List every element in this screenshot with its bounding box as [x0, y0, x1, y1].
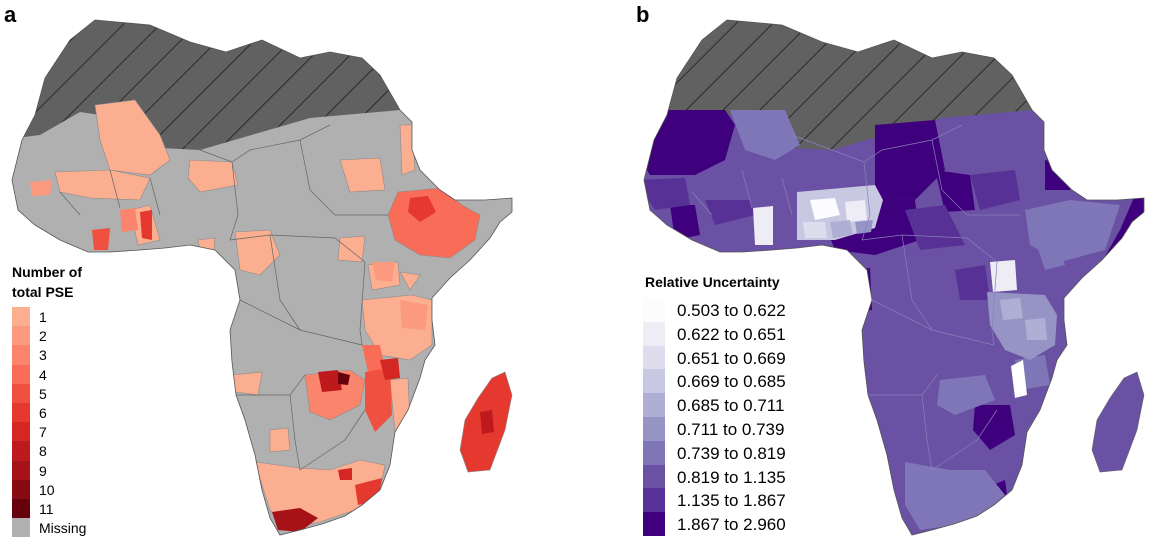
- uncertainty-legend-item: 0.622 to 0.651: [643, 321, 828, 346]
- uncertainty-legend-swatch: [643, 464, 665, 489]
- pse-legend-label: 11: [39, 500, 54, 517]
- uncertainty-legend-item: 1.135 to 1.867: [643, 488, 828, 513]
- uncertainty-legend-swatch: [643, 512, 665, 536]
- uncertainty-legend-swatch: [643, 488, 665, 513]
- panel-a-pse-map: a Number of total PSE 1 2 3 4 5 6 7 8 9 10 11 Missi…: [0, 0, 575, 544]
- pse-legend-swatch: [12, 422, 30, 442]
- uncertainty-legend-item: 0.651 to 0.669: [643, 345, 828, 370]
- pse-legend-label: 6: [39, 404, 47, 421]
- region-ghana-light: [753, 206, 773, 245]
- pse-legend-item: 8: [12, 441, 122, 461]
- region-uganda-light: [990, 260, 1017, 292]
- pse-legend-item: 3: [12, 345, 122, 365]
- pse-legend-item: 10: [12, 479, 122, 499]
- uncertainty-legend-label: 0.651 to 0.669: [677, 348, 786, 368]
- pse-legend-item: 4: [12, 364, 122, 384]
- pse-legend-label: 4: [39, 366, 47, 383]
- pse-legend-label: 7: [39, 424, 47, 441]
- pse-legend-swatch: [12, 383, 30, 403]
- uncertainty-legend-item: 0.685 to 0.711: [643, 393, 828, 417]
- pse-legend-item: 6: [12, 402, 122, 423]
- pse-legend-label: 5: [39, 385, 47, 402]
- legend-pse: Number of total PSE 1 2 3 4 5 6 7 8 9 10 11 Missing: [12, 262, 122, 538]
- uncertainty-legend-item: 0.503 to 0.622: [643, 298, 828, 322]
- map-a-africa-pse: [11, 19, 513, 536]
- uncertainty-legend-label: 0.819 to 1.135: [677, 467, 786, 487]
- map-b-africa-uncertainty: [643, 19, 1145, 536]
- pse-legend-swatch: [12, 345, 30, 365]
- pse-legend-item: 9: [12, 460, 122, 480]
- panel-b-uncertainty-map: b Relative Uncertainty 0.503 to 0.622 0.6…: [575, 0, 1151, 544]
- region-nigeria-light: [797, 185, 883, 240]
- uncertainty-legend-label: 1.135 to 1.867: [677, 491, 786, 511]
- uncertainty-legend-swatch: [643, 440, 665, 465]
- region-zambia: [304, 369, 366, 421]
- pse-legend-label: 10: [39, 481, 55, 498]
- pse-legend-swatch: [12, 307, 30, 327]
- pse-legend-swatch: [12, 364, 30, 384]
- uncertainty-legend-item: 0.711 to 0.739: [643, 416, 828, 441]
- pse-legend-label: 1: [39, 309, 47, 325]
- uncertainty-legend-swatch: [643, 321, 665, 346]
- pse-legend-swatch: [12, 326, 30, 346]
- legend-title-line1: Number of: [12, 264, 82, 280]
- pse-legend-item: 11: [12, 498, 122, 519]
- pse-legend-swatch: [12, 479, 30, 499]
- uncertainty-legend-label: 0.669 to 0.685: [677, 372, 786, 392]
- uncertainty-legend-label: 0.685 to 0.711: [677, 396, 785, 416]
- uncertainty-legend-item: 0.669 to 0.685: [643, 369, 828, 394]
- legend-relative-uncertainty: Relative Uncertainty 0.503 to 0.622 0.622…: [643, 272, 828, 536]
- pse-legend-label: 8: [39, 443, 47, 460]
- pse-legend-swatch: [12, 441, 30, 461]
- pse-legend-label: 9: [39, 462, 47, 479]
- pse-legend-item: 5: [12, 383, 122, 403]
- legend-title: Relative Uncertainty: [645, 274, 780, 290]
- uncertainty-legend-item: 1.867 to 2.960: [643, 512, 828, 536]
- pse-legend-label: Missing: [39, 520, 87, 537]
- legend-title-line2: total PSE: [12, 284, 74, 300]
- pse-legend-label: 2: [39, 328, 47, 345]
- pse-legend-item: 7: [12, 422, 122, 442]
- uncertainty-legend-item: 0.739 to 0.819: [643, 440, 828, 465]
- uncertainty-legend-label: 0.622 to 0.651: [677, 324, 786, 344]
- uncertainty-legend-item: 0.819 to 1.135: [643, 464, 828, 489]
- panel-b-label: b: [636, 2, 650, 27]
- country-borders: [691, 124, 1020, 471]
- uncertainty-legend-swatch: [643, 416, 665, 441]
- panel-a-label: a: [4, 2, 17, 27]
- uncertainty-legend-label: 0.739 to 0.819: [677, 443, 786, 463]
- uncertainty-legend-swatch: [643, 369, 665, 394]
- pse-legend-swatch: [12, 460, 30, 480]
- uncertainty-legend-swatch: [643, 345, 665, 370]
- pse-legend-swatch: [12, 498, 30, 519]
- uncertainty-legend-label: 0.503 to 0.622: [677, 301, 786, 320]
- pse-legend-swatch: [12, 518, 30, 538]
- uncertainty-legend-label: 1.867 to 2.960: [677, 515, 786, 535]
- uncertainty-legend-swatch: [643, 298, 665, 322]
- country-borders: [59, 124, 388, 471]
- island-madagascar: [1091, 371, 1145, 473]
- uncertainty-legend-label: 0.711 to 0.739: [677, 419, 785, 439]
- pse-legend-item: 1: [12, 307, 122, 327]
- uncertainty-legend-swatch: [643, 393, 665, 417]
- pse-legend-item: 2: [12, 326, 122, 346]
- pse-legend-swatch: [12, 402, 30, 423]
- pse-legend-label: 3: [39, 347, 47, 364]
- pse-legend-item: Missing: [12, 518, 122, 538]
